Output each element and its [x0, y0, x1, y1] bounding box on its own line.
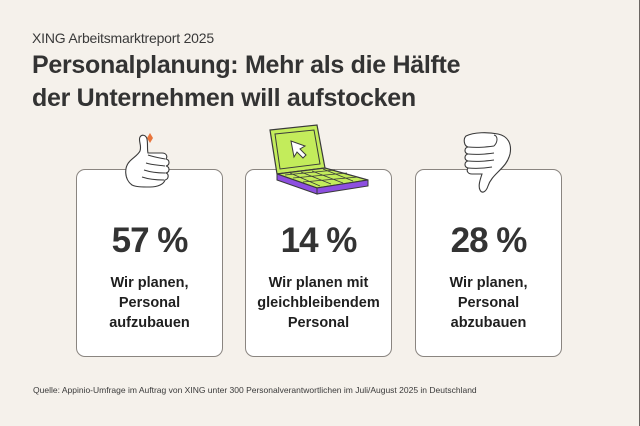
desc-line: abzubauen [450, 315, 527, 331]
sparkle-icon [147, 133, 153, 143]
desc-line: Personal [287, 315, 350, 331]
desc-line: gleichbleibendem [257, 295, 380, 311]
title-line-1: Personalplanung: Mehr als die Hälfte [32, 51, 461, 79]
thumbs-down-icon [463, 132, 512, 193]
cursor-arrow-icon [290, 140, 307, 159]
stat-value: 57 % [111, 221, 189, 260]
stat-value: 14 % [280, 221, 358, 260]
laptop-icon [269, 124, 369, 195]
stat-card-reduce: 28 % Wir planen, Personal abzubauen [415, 169, 562, 357]
source-note: Quelle: Appinio-Umfrage im Auftrag von X… [33, 385, 477, 395]
stat-description: Wir planen, Personal aufzubauen [77, 273, 222, 333]
thumbs-up-icon [125, 133, 170, 188]
desc-line: Personal [118, 295, 181, 311]
stat-value: 28 % [450, 221, 528, 260]
stat-card-grow: 57 % Wir planen, Personal aufzubauen [76, 169, 223, 357]
desc-line: Wir planen, [110, 275, 189, 291]
desc-line: Wir planen mit [268, 275, 369, 291]
stat-description: Wir planen, Personal abzubauen [416, 273, 561, 333]
page-title: Personalplanung: Mehr als die Hälfte der… [32, 49, 460, 115]
report-kicker: XING Arbeitsmarktreport 2025 [32, 30, 214, 46]
title-line-2: der Unternehmen will aufstocken [32, 84, 416, 112]
desc-line: Wir planen, [449, 275, 528, 291]
desc-line: Personal [457, 295, 520, 311]
desc-line: aufzubauen [109, 315, 190, 331]
stat-card-stable: 14 % Wir planen mit gleichbleibendem Per… [245, 169, 392, 357]
stat-description: Wir planen mit gleichbleibendem Personal [246, 273, 391, 333]
